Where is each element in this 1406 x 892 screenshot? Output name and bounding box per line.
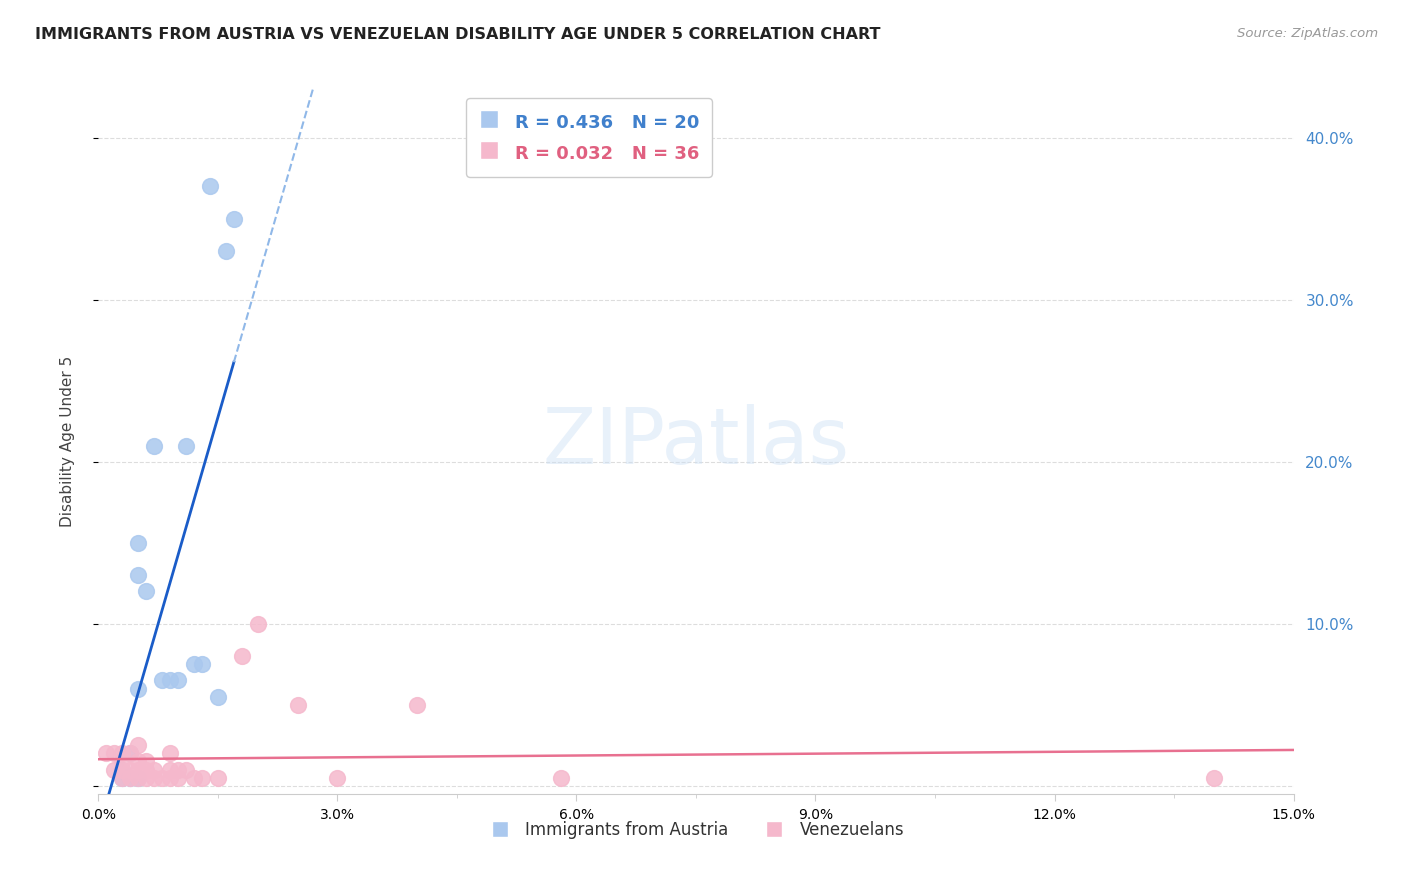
Legend: Immigrants from Austria, Venezuelans: Immigrants from Austria, Venezuelans (481, 814, 911, 846)
Point (150, 673, 173, 688)
Point (127, 771, 149, 785)
Point (159, 763, 181, 777)
Point (103, 763, 125, 777)
Point (111, 755, 134, 769)
Point (207, 771, 229, 785)
Point (287, 698, 309, 712)
Point (127, 681, 149, 696)
Point (111, 763, 134, 777)
Point (215, 244, 238, 259)
Point (550, 771, 572, 785)
Point (143, 763, 166, 777)
Point (111, 747, 134, 761)
Point (174, 439, 197, 453)
Point (103, 747, 125, 761)
Point (135, 763, 157, 777)
Point (207, 690, 229, 704)
Point (159, 673, 181, 688)
Point (135, 584, 157, 599)
Point (96, 747, 118, 761)
Point (111, 771, 134, 785)
Point (120, 747, 142, 761)
Point (127, 568, 149, 582)
Point (159, 771, 181, 785)
Point (167, 763, 190, 777)
Point (231, 649, 253, 664)
Point (1202, 771, 1225, 785)
Point (120, 763, 142, 777)
Point (198, 179, 221, 194)
Point (127, 536, 149, 550)
Text: IMMIGRANTS FROM AUSTRIA VS VENEZUELAN DISABILITY AGE UNDER 5 CORRELATION CHART: IMMIGRANTS FROM AUSTRIA VS VENEZUELAN DI… (35, 27, 880, 42)
Point (120, 771, 142, 785)
Point (246, 616, 269, 631)
Point (143, 439, 166, 453)
Point (127, 739, 149, 753)
Point (191, 771, 214, 785)
Y-axis label: Disability Age Under 5: Disability Age Under 5 (60, 356, 75, 527)
Point (326, 771, 349, 785)
Point (174, 763, 197, 777)
Point (143, 771, 166, 785)
Point (127, 763, 149, 777)
Point (127, 771, 149, 785)
Point (183, 771, 205, 785)
Point (127, 755, 149, 769)
Point (120, 747, 142, 761)
Point (167, 673, 190, 688)
Point (159, 747, 181, 761)
Point (191, 657, 214, 672)
Point (135, 771, 157, 785)
Point (222, 211, 245, 226)
Point (183, 657, 205, 672)
Point (150, 771, 173, 785)
Point (135, 755, 157, 769)
Point (167, 771, 190, 785)
Point (111, 763, 134, 777)
Point (406, 698, 429, 712)
Point (111, 771, 134, 785)
Point (120, 771, 142, 785)
Text: ZIPatlas: ZIPatlas (543, 403, 849, 480)
Text: Source: ZipAtlas.com: Source: ZipAtlas.com (1237, 27, 1378, 40)
